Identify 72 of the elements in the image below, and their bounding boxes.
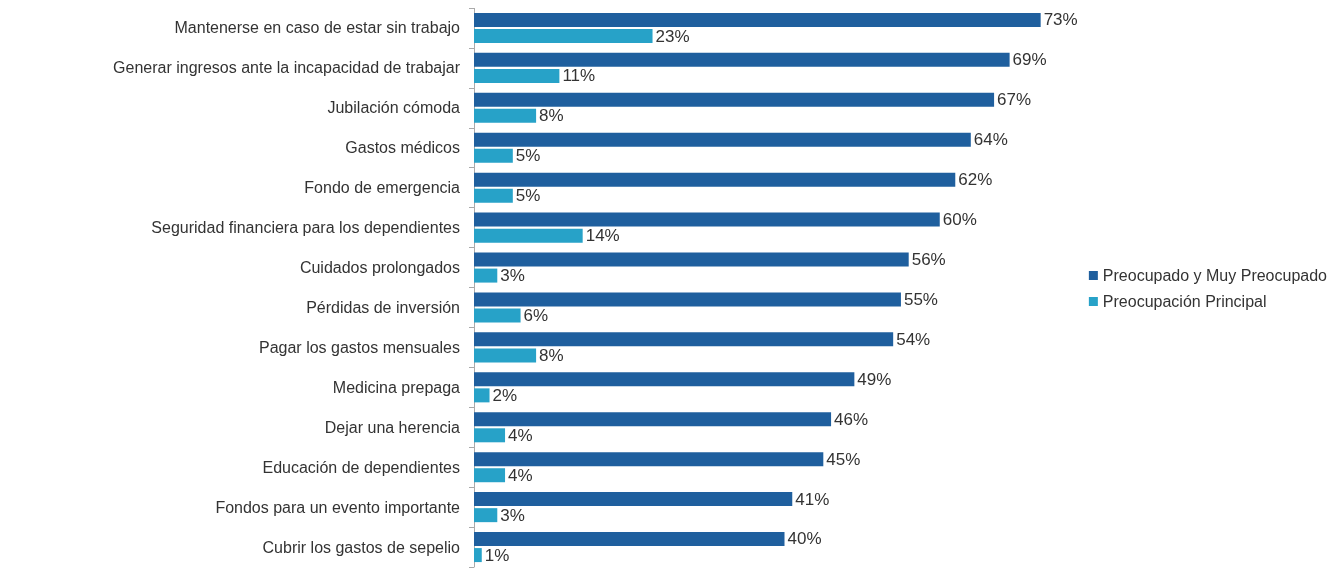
bar <box>474 332 894 347</box>
bar <box>474 268 498 283</box>
bar <box>474 12 1041 27</box>
data-label: 3% <box>500 266 525 286</box>
bar <box>474 492 793 507</box>
data-label: 11% <box>562 66 596 86</box>
y-tick-label: Jubilación cómoda <box>327 99 461 117</box>
data-label: 49% <box>857 369 892 389</box>
bar <box>474 292 901 307</box>
bar <box>474 29 653 44</box>
bar <box>474 508 498 523</box>
data-label: 45% <box>826 449 861 469</box>
data-label: 73% <box>1043 10 1078 30</box>
bar <box>474 372 855 387</box>
data-label: 2% <box>492 385 518 405</box>
bar <box>474 212 940 227</box>
y-tick-label: Dejar una herencia <box>324 418 461 436</box>
bar <box>474 428 506 443</box>
data-label: 69% <box>1012 50 1047 70</box>
bar <box>474 548 482 563</box>
y-tick-label: Gastos médicos <box>345 139 460 157</box>
data-label: 1% <box>484 545 510 565</box>
data-label: 60% <box>942 210 977 230</box>
bar <box>474 92 995 107</box>
data-label: 64% <box>973 130 1008 150</box>
y-tick-label: Cubrir los gastos de sepelio <box>262 538 461 556</box>
y-tick-label: Pérdidas de inversión <box>306 298 460 316</box>
legend-label: Preocupación Principal <box>1102 293 1267 310</box>
y-tick-label: Medicina prepaga <box>332 378 461 396</box>
bar <box>474 468 506 483</box>
data-label: 8% <box>539 345 564 365</box>
bar <box>474 188 513 203</box>
data-label: 8% <box>539 106 564 126</box>
data-label: 54% <box>896 329 931 349</box>
bar <box>474 108 537 123</box>
y-tick-label: Mantenerse en caso de estar sin trabajo <box>174 19 461 37</box>
y-tick-label: Pagar los gastos mensuales <box>259 338 460 356</box>
y-tick-label: Fondo de emergencia <box>304 179 461 197</box>
y-tick-label: Cuidados prolongados <box>299 259 460 277</box>
bar <box>474 68 560 83</box>
data-label: 4% <box>508 465 533 485</box>
data-label: 41% <box>795 489 830 509</box>
data-label: 56% <box>911 249 946 269</box>
bar <box>474 452 824 467</box>
bar <box>474 252 909 267</box>
data-label: 14% <box>585 226 620 246</box>
bar <box>474 388 490 403</box>
y-tick-label: Seguridad financiera para los dependientes <box>151 219 460 237</box>
data-label: 4% <box>508 425 533 445</box>
bar <box>474 308 521 323</box>
bar <box>474 412 832 427</box>
bar <box>474 148 513 163</box>
data-label: 5% <box>515 186 541 206</box>
data-label: 67% <box>997 90 1032 110</box>
bar <box>474 172 956 187</box>
data-label: 23% <box>655 26 690 46</box>
data-label: 6% <box>523 306 549 326</box>
data-label: 40% <box>787 529 822 549</box>
data-label: 46% <box>834 409 869 429</box>
bar <box>474 531 785 546</box>
y-tick-label: Educación de dependientes <box>262 458 460 476</box>
data-label: 5% <box>515 146 541 166</box>
data-label: 55% <box>903 289 938 309</box>
bar <box>474 52 1010 67</box>
bar <box>474 132 971 147</box>
bar <box>474 228 583 243</box>
bar <box>474 348 537 363</box>
data-label: 3% <box>500 505 525 525</box>
data-label: 62% <box>958 170 993 190</box>
y-tick-label: Generar ingresos ante la incapacidad de trabajar <box>113 59 461 77</box>
legend-label: Preocupado y Muy Preocupado <box>1102 267 1328 284</box>
y-tick-label: Fondos para un evento importante <box>215 498 461 516</box>
